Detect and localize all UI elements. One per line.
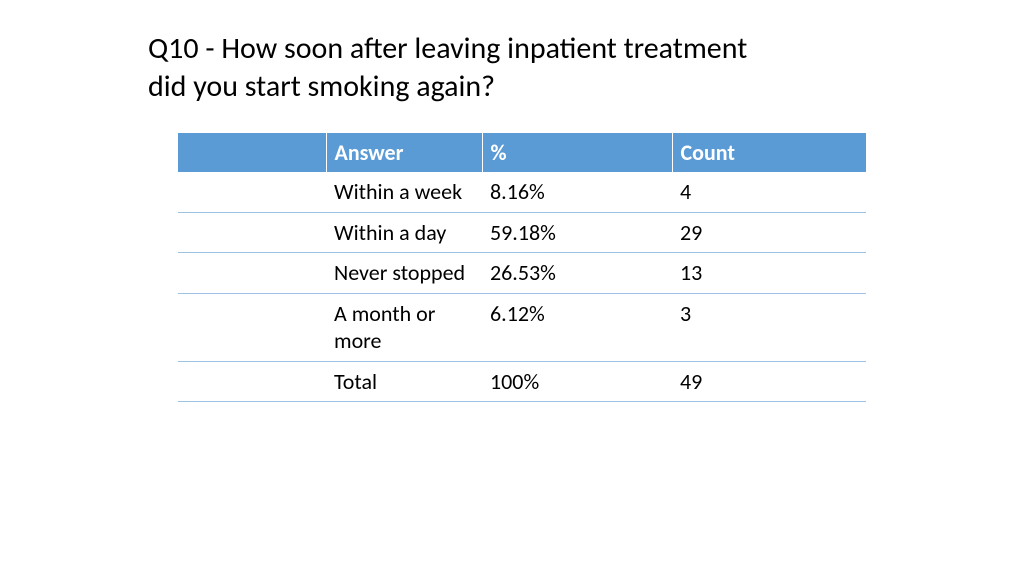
col-header-answer: Answer: [326, 133, 482, 172]
table-row: Never stopped 26.53% 13: [178, 253, 866, 294]
cell-blank: [178, 253, 326, 294]
cell-pct: 100%: [482, 361, 672, 402]
question-title: Q10 - How soon after leaving inpatient t…: [148, 30, 788, 105]
col-header-blank: [178, 133, 326, 172]
results-table: Answer % Count Within a week 8.16% 4 Wit…: [178, 133, 866, 402]
cell-count: 49: [672, 361, 866, 402]
cell-blank: [178, 212, 326, 253]
col-header-count: Count: [672, 133, 866, 172]
cell-blank: [178, 293, 326, 361]
slide: Q10 - How soon after leaving inpatient t…: [0, 0, 1024, 402]
table-wrap: Answer % Count Within a week 8.16% 4 Wit…: [178, 133, 866, 402]
cell-blank: [178, 172, 326, 212]
table-row: Total 100% 49: [178, 361, 866, 402]
cell-answer: Total: [326, 361, 482, 402]
cell-count: 4: [672, 172, 866, 212]
table-row: Within a week 8.16% 4: [178, 172, 866, 212]
cell-blank: [178, 361, 326, 402]
table-header-row: Answer % Count: [178, 133, 866, 172]
cell-count: 3: [672, 293, 866, 361]
cell-answer: Never stopped: [326, 253, 482, 294]
cell-answer: Within a week: [326, 172, 482, 212]
cell-answer: A month or more: [326, 293, 482, 361]
col-header-pct: %: [482, 133, 672, 172]
cell-count: 29: [672, 212, 866, 253]
cell-pct: 6.12%: [482, 293, 672, 361]
cell-answer: Within a day: [326, 212, 482, 253]
table-row: Within a day 59.18% 29: [178, 212, 866, 253]
cell-count: 13: [672, 253, 866, 294]
cell-pct: 59.18%: [482, 212, 672, 253]
cell-pct: 26.53%: [482, 253, 672, 294]
cell-pct: 8.16%: [482, 172, 672, 212]
table-row: A month or more 6.12% 3: [178, 293, 866, 361]
